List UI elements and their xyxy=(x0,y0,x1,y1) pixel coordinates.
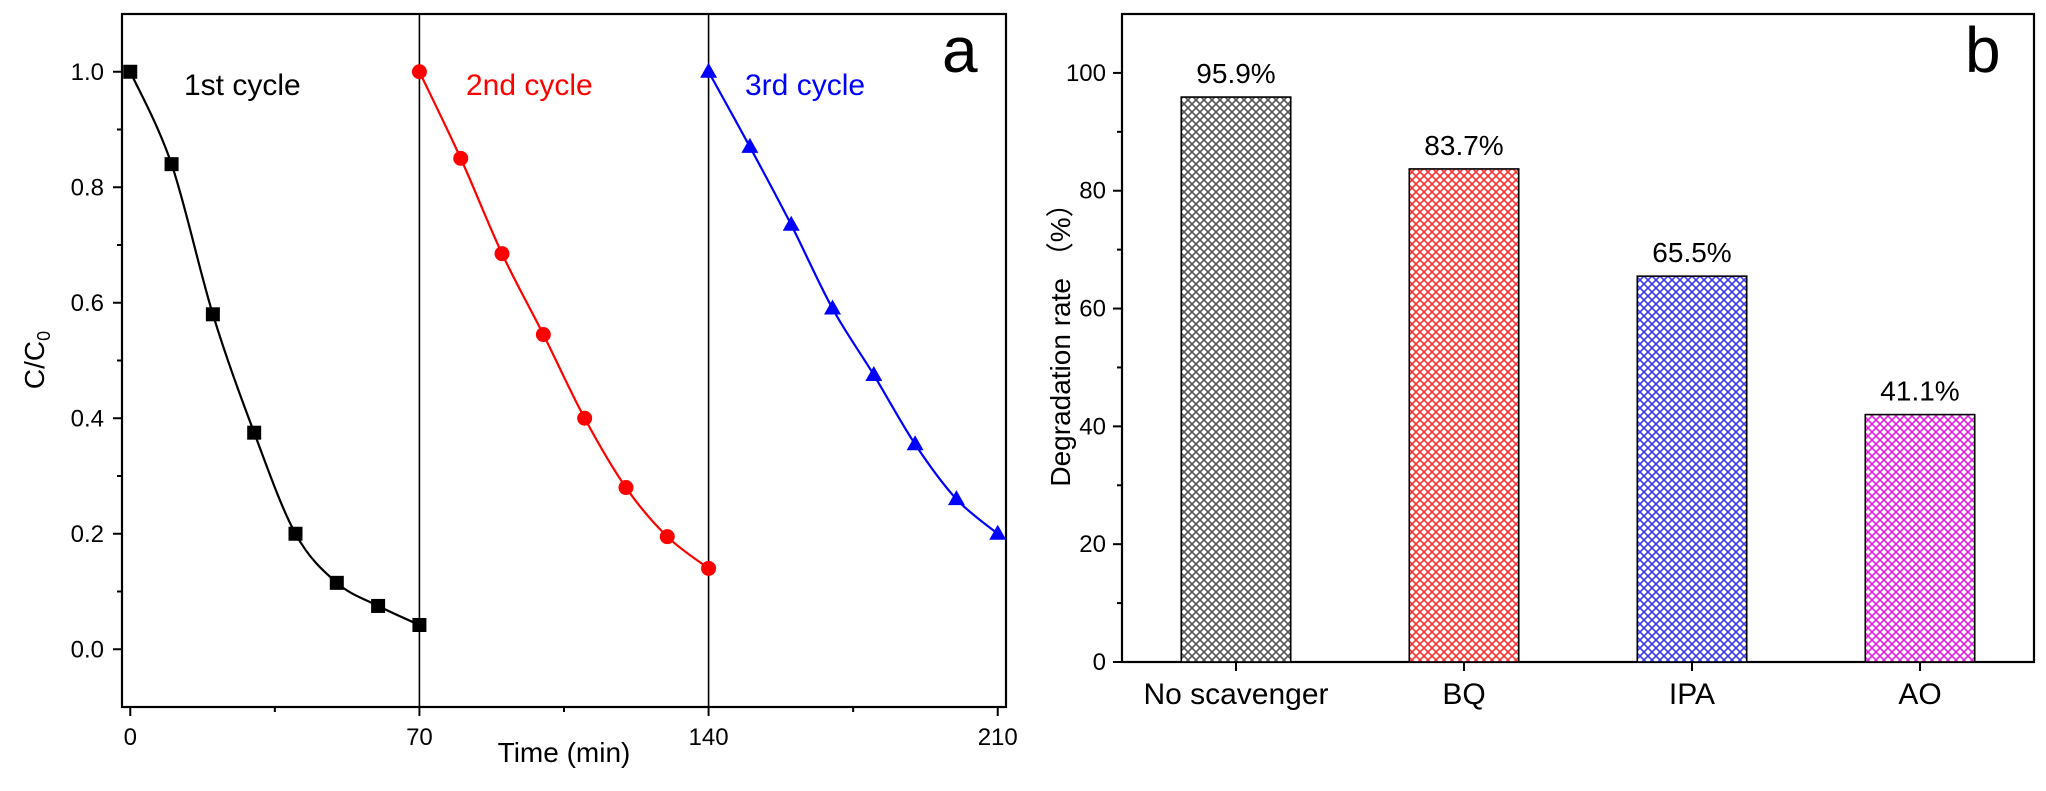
panel-b-text-labels: 95.9% No scavenger 83.7% BQ 65.5% IPA 41.1% AO xyxy=(1143,58,1959,711)
panel-a-ticks: 0 70 140 210 0.0 0.2 0.4 0.6 0.8 1.0 xyxy=(71,59,1018,751)
bar-value-label-3: 41.1% xyxy=(1880,376,1959,407)
category-label-0: No scavenger xyxy=(1143,678,1328,711)
panel-a-plot-frame xyxy=(120,12,1008,709)
category-label-1: BQ xyxy=(1442,678,1485,711)
series-line-3 xyxy=(707,71,999,535)
panel-a-y-axis-title: C/C0 xyxy=(19,331,54,389)
point-series2-2 xyxy=(494,246,510,262)
panel-a-series-markers xyxy=(123,62,1007,632)
panel-a-y-axis-title-subscript: 0 xyxy=(34,331,54,341)
b-y-tick-label-40: 40 xyxy=(1079,413,1106,440)
bar-value-label-0: 95.9% xyxy=(1196,58,1275,89)
y-tick-label-0.2: 0.2 xyxy=(71,521,104,548)
point-series2-4 xyxy=(577,410,593,426)
panel-b-bars xyxy=(1180,96,1976,663)
point-series2-6 xyxy=(659,529,675,545)
panel-b-ticks: 0 20 40 60 80 100 xyxy=(1066,60,1921,676)
y-tick-label-1.0: 1.0 xyxy=(71,59,104,86)
point-series2-0 xyxy=(411,64,427,80)
category-label-2: IPA xyxy=(1669,678,1715,711)
bar-no-scavenger xyxy=(1180,96,1292,663)
point-series1-0 xyxy=(123,64,138,79)
panel-a-letter: a xyxy=(942,14,978,86)
b-y-tick-label-20: 20 xyxy=(1079,531,1106,558)
y-tick-label-0.6: 0.6 xyxy=(71,290,104,317)
bar-value-label-2: 65.5% xyxy=(1652,237,1731,268)
panel-b-bar-chart: 0 20 40 60 80 100 95.9% No scavenger 83.7% BQ 65.… xyxy=(1045,12,2036,711)
point-series3-4 xyxy=(865,365,883,381)
point-series3-3 xyxy=(824,299,842,315)
point-series1-5 xyxy=(329,575,344,590)
series-line-2 xyxy=(418,71,710,570)
panel-b-y-axis-title: Degradation rate （%） xyxy=(1045,189,1076,486)
panel-a-x-axis-title: Time (min) xyxy=(498,737,631,768)
y-tick-label-0.4: 0.4 xyxy=(71,405,104,432)
point-series3-2 xyxy=(782,215,800,231)
bar-value-label-1: 83.7% xyxy=(1424,130,1503,161)
b-y-tick-label-0: 0 xyxy=(1093,649,1106,676)
bar-ipa xyxy=(1636,275,1748,663)
x-tick-label-140: 140 xyxy=(689,724,729,751)
point-series3-7 xyxy=(989,524,1007,540)
b-y-tick-label-100: 100 xyxy=(1066,60,1106,87)
cycle-label-3rd: 3rd cycle xyxy=(745,69,865,102)
cycle-label-1st: 1st cycle xyxy=(184,69,301,102)
panel-a-line-chart: 0 70 140 210 0.0 0.2 0.4 0.6 0.8 1.0 1st cycle 2n… xyxy=(19,12,1018,768)
x-tick-label-0: 0 xyxy=(124,724,137,751)
category-label-3: AO xyxy=(1898,678,1941,711)
y-tick-label-0.8: 0.8 xyxy=(71,174,104,201)
panel-b-letter: b xyxy=(1965,14,2001,86)
point-series2-1 xyxy=(453,150,469,166)
series-line-1 xyxy=(129,71,420,626)
point-series3-1 xyxy=(741,137,759,153)
bar-bq xyxy=(1408,168,1520,663)
cycle-label-2nd: 2nd cycle xyxy=(466,69,593,102)
x-tick-label-210: 210 xyxy=(978,724,1018,751)
point-series1-7 xyxy=(412,617,427,632)
panel-b-plot-frame xyxy=(1120,12,2036,664)
point-series3-5 xyxy=(906,435,924,451)
point-series3-0 xyxy=(700,62,718,78)
point-series2-7 xyxy=(701,560,717,576)
point-series1-4 xyxy=(288,526,303,541)
point-series1-2 xyxy=(205,307,220,322)
point-series1-3 xyxy=(247,425,262,440)
x-tick-label-70: 70 xyxy=(406,724,433,751)
b-y-tick-label-60: 60 xyxy=(1079,296,1106,323)
cycle-dividers xyxy=(418,14,710,707)
b-y-tick-label-80: 80 xyxy=(1079,178,1106,205)
bar-ao xyxy=(1864,413,1976,663)
point-series2-5 xyxy=(618,480,634,496)
point-series1-1 xyxy=(164,157,179,172)
point-series1-6 xyxy=(371,598,386,613)
point-series3-6 xyxy=(947,490,965,506)
panel-a-series-lines xyxy=(129,71,999,626)
panel-a-y-axis-title-main: C/C xyxy=(19,341,50,389)
y-tick-label-0.0: 0.0 xyxy=(71,636,104,663)
point-series2-3 xyxy=(535,327,551,343)
